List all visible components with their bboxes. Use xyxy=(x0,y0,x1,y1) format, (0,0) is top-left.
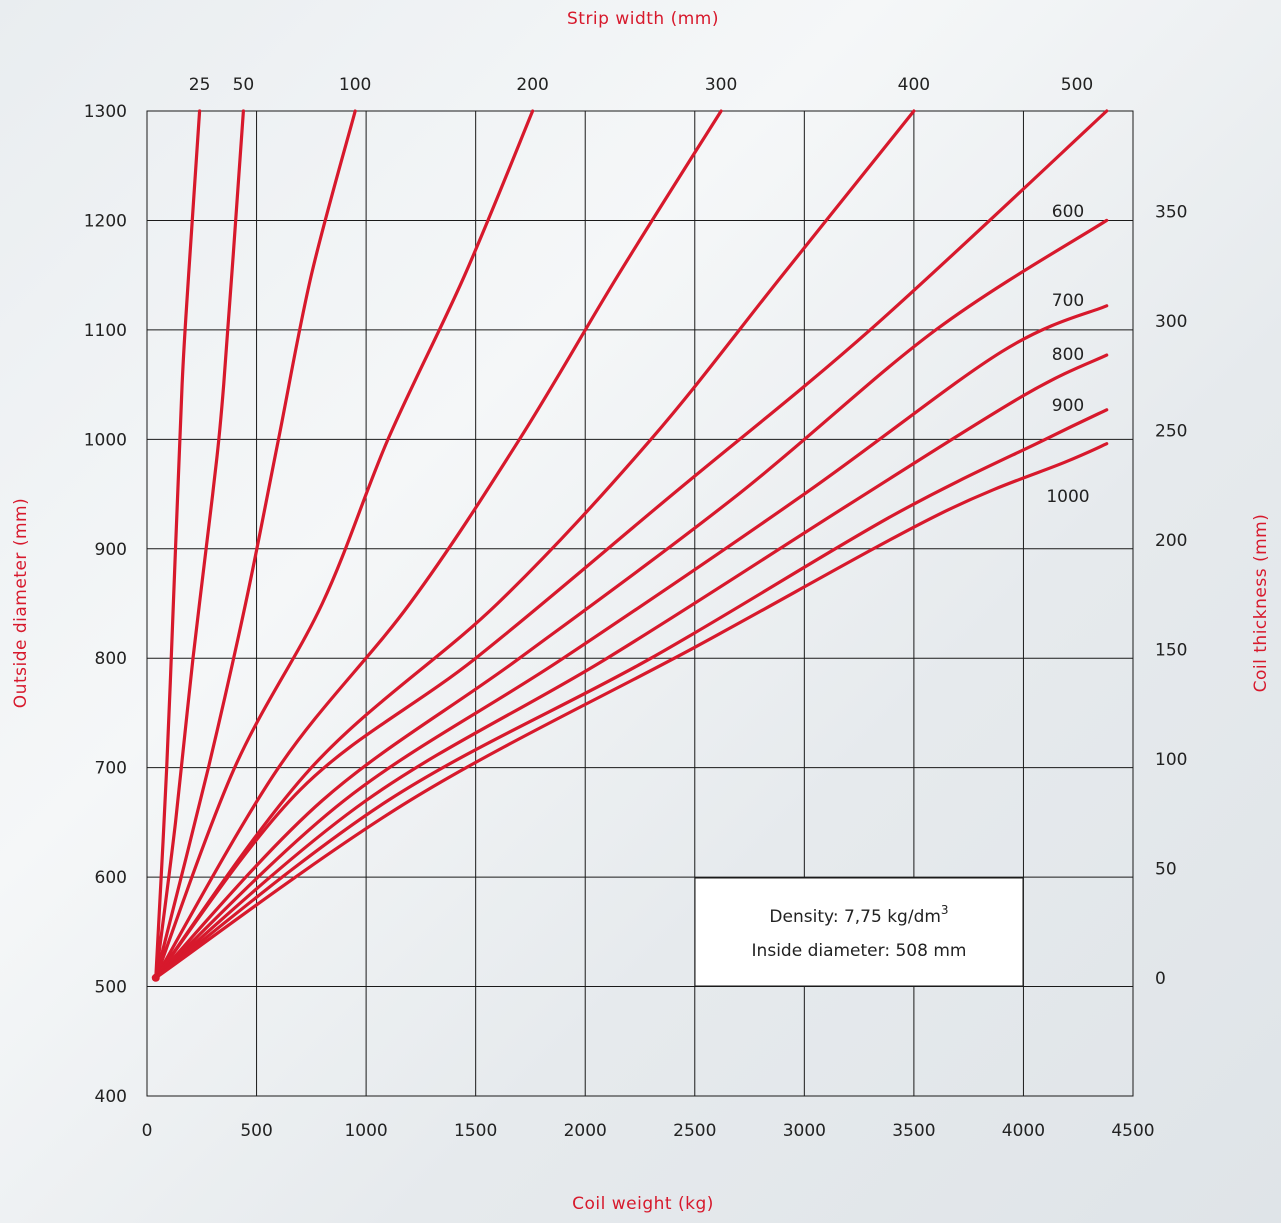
curve-width-700 xyxy=(154,304,1109,980)
curve-label: 600 xyxy=(1052,202,1084,222)
y-tick-label: 1000 xyxy=(84,430,127,450)
curve-label: 900 xyxy=(1052,396,1084,416)
x-tick-label: 4500 xyxy=(1111,1121,1154,1141)
curve-labels: 25 50 100 200 300 400 500 600 700 800 900 1000 xyxy=(189,75,1093,507)
right-tick-label: 200 xyxy=(1155,531,1187,551)
x-tick-label: 4000 xyxy=(1002,1121,1045,1141)
info-box: Density: 7,75 kg/dm3 Inside diameter: 50… xyxy=(694,877,1024,987)
y-tick-label: 600 xyxy=(95,868,127,888)
right-tick-label: 150 xyxy=(1155,640,1187,660)
right-tick-label: 350 xyxy=(1155,203,1187,223)
curve-label: 700 xyxy=(1052,291,1084,311)
y-tick-label: 700 xyxy=(95,759,127,779)
y-tick-label: 900 xyxy=(95,540,127,560)
curve-label: 500 xyxy=(1061,75,1093,95)
info-box-frame xyxy=(694,877,1024,987)
curve-width-500 xyxy=(154,109,1109,980)
y-axis-title: Outside diameter (mm) xyxy=(11,498,31,708)
curves xyxy=(151,109,1109,982)
curve-label: 100 xyxy=(339,75,371,95)
y-tick-label: 500 xyxy=(95,978,127,998)
x-tick-label: 3500 xyxy=(892,1121,935,1141)
curve-width-900 xyxy=(154,408,1109,980)
curve-width-800 xyxy=(154,353,1109,980)
top-axis-title: Strip width (mm) xyxy=(567,9,719,29)
curve-width-100 xyxy=(154,109,357,980)
curve-width-200 xyxy=(154,109,535,980)
curve-label: 1000 xyxy=(1046,487,1089,507)
y-tick-label: 800 xyxy=(95,649,127,669)
curve-label: 400 xyxy=(898,75,930,95)
density-sup: 3 xyxy=(941,903,949,917)
x-tick-label: 0 xyxy=(142,1121,153,1141)
right-tick-label: 0 xyxy=(1155,969,1166,989)
curve-width-400 xyxy=(154,109,916,980)
curve-width-300 xyxy=(154,109,723,980)
inside-diameter-note: Inside diameter: 508 mm xyxy=(752,941,967,961)
plot-area xyxy=(146,110,1134,1097)
y-tick-label: 1200 xyxy=(84,211,127,231)
y-tick-label: 400 xyxy=(95,1087,127,1107)
tick-labels: 0 500 1000 1500 2000 2500 3000 3500 4000 45004005… xyxy=(84,102,1188,1141)
right-tick-label: 300 xyxy=(1155,312,1187,332)
curve-label: 50 xyxy=(233,75,255,95)
y-tick-label: 1300 xyxy=(84,102,127,122)
right-tick-label: 50 xyxy=(1155,859,1177,879)
x-tick-label: 1500 xyxy=(454,1121,497,1141)
curve-label: 800 xyxy=(1052,345,1084,365)
x-axis-title: Coil weight (kg) xyxy=(572,1194,714,1214)
right-tick-label: 100 xyxy=(1155,750,1187,770)
curve-width-50 xyxy=(154,109,245,980)
x-tick-label: 1000 xyxy=(344,1121,387,1141)
y-tick-label: 1100 xyxy=(84,321,127,341)
curve-label: 25 xyxy=(189,75,211,95)
x-tick-label: 3000 xyxy=(783,1121,826,1141)
x-tick-label: 500 xyxy=(240,1121,272,1141)
curve-label: 200 xyxy=(516,75,548,95)
origin-point xyxy=(151,973,160,982)
curve-width-25 xyxy=(154,109,202,980)
grid xyxy=(146,110,1134,1097)
right-tick-label: 250 xyxy=(1155,422,1187,442)
curve-width-1000 xyxy=(154,442,1109,980)
density-text: Density: 7,75 kg/dm xyxy=(769,907,941,927)
right-axis-title: Coil thickness (mm) xyxy=(1251,514,1271,693)
x-tick-label: 2000 xyxy=(564,1121,607,1141)
curve-label: 300 xyxy=(705,75,737,95)
density-note: Density: 7,75 kg/dm3 xyxy=(769,903,948,927)
x-tick-label: 2500 xyxy=(673,1121,716,1141)
curve-width-600 xyxy=(154,218,1109,980)
